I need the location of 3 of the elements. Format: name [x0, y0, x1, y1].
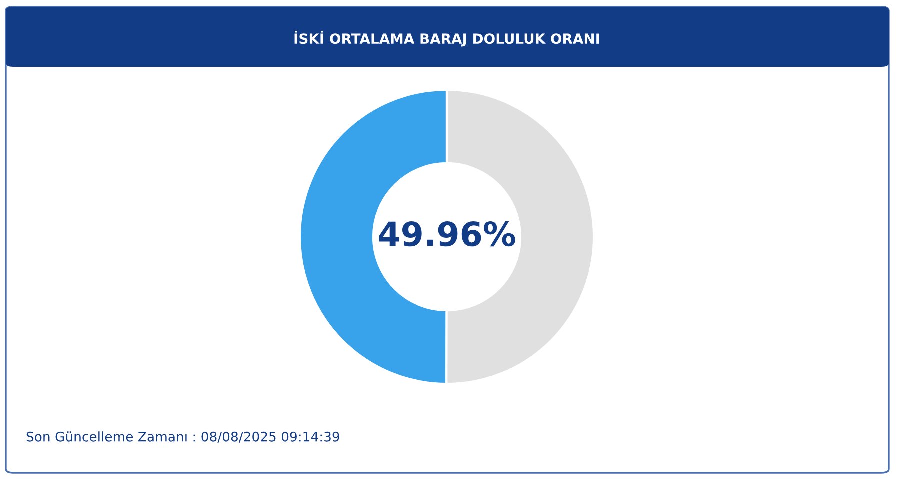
chart-title: İSKİ ORTALAMA BARAJ DOLULUK ORANI	[294, 31, 600, 47]
text: Son Güncelleme Zamanı : 08/08/2025 09:14:39	[26, 432, 340, 443]
data-label: 49.96%	[379, 221, 516, 247]
